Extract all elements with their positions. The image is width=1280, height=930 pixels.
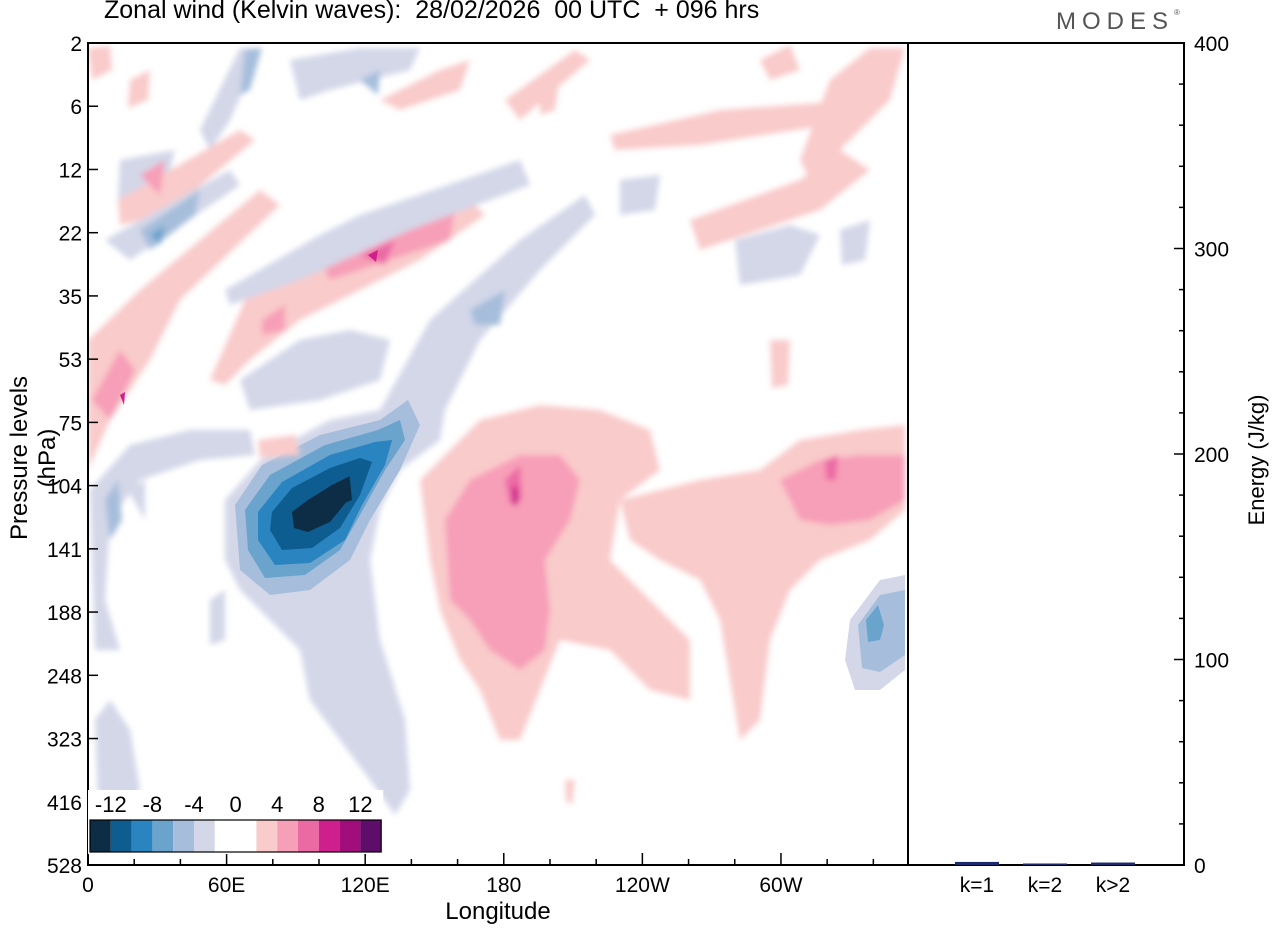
energy-ticks: 0 100 200 300 400 bbox=[1174, 33, 1229, 878]
energy-bars bbox=[955, 861, 1135, 865]
colorbar-swatch bbox=[360, 820, 382, 852]
colorbar-label: 4 bbox=[271, 792, 283, 817]
colorbar-swatch bbox=[256, 820, 278, 852]
longitude-tick-label: 120W bbox=[615, 874, 670, 897]
pressure-ticks: 2 6 12 22 35 53 75 104 141 188 248 323 416 528 bbox=[47, 33, 98, 878]
colorbar-label: 0 bbox=[229, 792, 241, 817]
colorbar-swatch bbox=[277, 820, 298, 852]
colorbar-swatch bbox=[339, 820, 361, 852]
energy-tick-label: 200 bbox=[1194, 444, 1229, 467]
pressure-tick-label: 75 bbox=[59, 412, 82, 435]
colorbar-label: -12 bbox=[95, 792, 127, 817]
colorbar-swatch bbox=[131, 820, 153, 852]
colorbar-swatch bbox=[235, 820, 257, 852]
upper-streaks bbox=[88, 45, 905, 470]
colorbar: -12 -8 -4 0 4 8 12 bbox=[88, 790, 384, 854]
energy-tick-label: 0 bbox=[1194, 855, 1206, 878]
colorbar-swatch bbox=[110, 820, 132, 852]
colorbar-swatch bbox=[214, 820, 236, 852]
colorbar-swatch bbox=[298, 820, 319, 852]
energy-category-label: k>2 bbox=[1096, 874, 1130, 897]
energy-frame bbox=[907, 42, 1185, 866]
chart-title: Zonal wind (Kelvin waves): 28/02/2026 00… bbox=[104, 0, 760, 24]
longitude-tick-label: 60E bbox=[208, 874, 245, 897]
pressure-tick-label: 6 bbox=[70, 96, 82, 119]
colorbar-label: -8 bbox=[143, 792, 163, 817]
x-axis-label: Longitude bbox=[445, 898, 551, 925]
colorbar-swatch bbox=[90, 820, 111, 852]
colorbar-label: -4 bbox=[184, 792, 204, 817]
energy-category-label: k=2 bbox=[1028, 874, 1062, 897]
brand-logo: MODES® bbox=[1056, 8, 1180, 35]
negative-east bbox=[845, 575, 905, 690]
longitude-tick-label: 120E bbox=[341, 874, 390, 897]
colorbar-label: 12 bbox=[348, 792, 372, 817]
colorbar-label: 8 bbox=[313, 792, 325, 817]
colorbar-swatch bbox=[318, 820, 340, 852]
energy-category-label: k=1 bbox=[960, 874, 994, 897]
heatmap-field bbox=[88, 45, 905, 815]
energy-tick-label: 100 bbox=[1194, 650, 1229, 673]
pressure-tick-label: 104 bbox=[47, 476, 82, 499]
pressure-tick-label: 323 bbox=[47, 729, 82, 752]
pressure-tick-label: 35 bbox=[59, 286, 82, 309]
longitude-tick-label: 60W bbox=[759, 874, 802, 897]
pressure-tick-label: 12 bbox=[59, 159, 82, 182]
longitude-tick-label: 180 bbox=[486, 874, 521, 897]
longitude-tick-label: 0 bbox=[82, 874, 94, 897]
energy-axis-label: Energy (J/kg) bbox=[1244, 394, 1269, 526]
colorbar-swatch bbox=[194, 820, 215, 852]
longitude-ticks: 0 60E 120E 180 120W 60W bbox=[82, 853, 875, 897]
pressure-tick-label: 416 bbox=[47, 792, 82, 815]
pressure-tick-label: 22 bbox=[59, 223, 82, 246]
energy-tick-label: 300 bbox=[1194, 239, 1229, 262]
negative-core bbox=[235, 400, 420, 595]
energy-tick-label: 400 bbox=[1194, 33, 1229, 56]
pressure-tick-label: 141 bbox=[47, 539, 82, 562]
colorbar-swatch bbox=[173, 820, 194, 852]
colorbar-outline bbox=[89, 819, 382, 853]
energy-categories: k=1 k=2 k>2 bbox=[960, 874, 1130, 897]
positive-block bbox=[258, 405, 905, 805]
pressure-tick-label: 528 bbox=[47, 855, 82, 878]
pressure-tick-label: 248 bbox=[47, 665, 82, 688]
y-axis-label: Pressure levels (hPa) bbox=[6, 375, 61, 541]
pressure-tick-label: 188 bbox=[47, 602, 82, 625]
colorbar-swatch bbox=[152, 820, 174, 852]
energy-bar bbox=[1023, 863, 1067, 865]
pressure-tick-label: 2 bbox=[70, 33, 82, 56]
energy-bar bbox=[955, 861, 999, 865]
energy-bar bbox=[1091, 862, 1135, 865]
pressure-tick-label: 53 bbox=[59, 349, 82, 372]
